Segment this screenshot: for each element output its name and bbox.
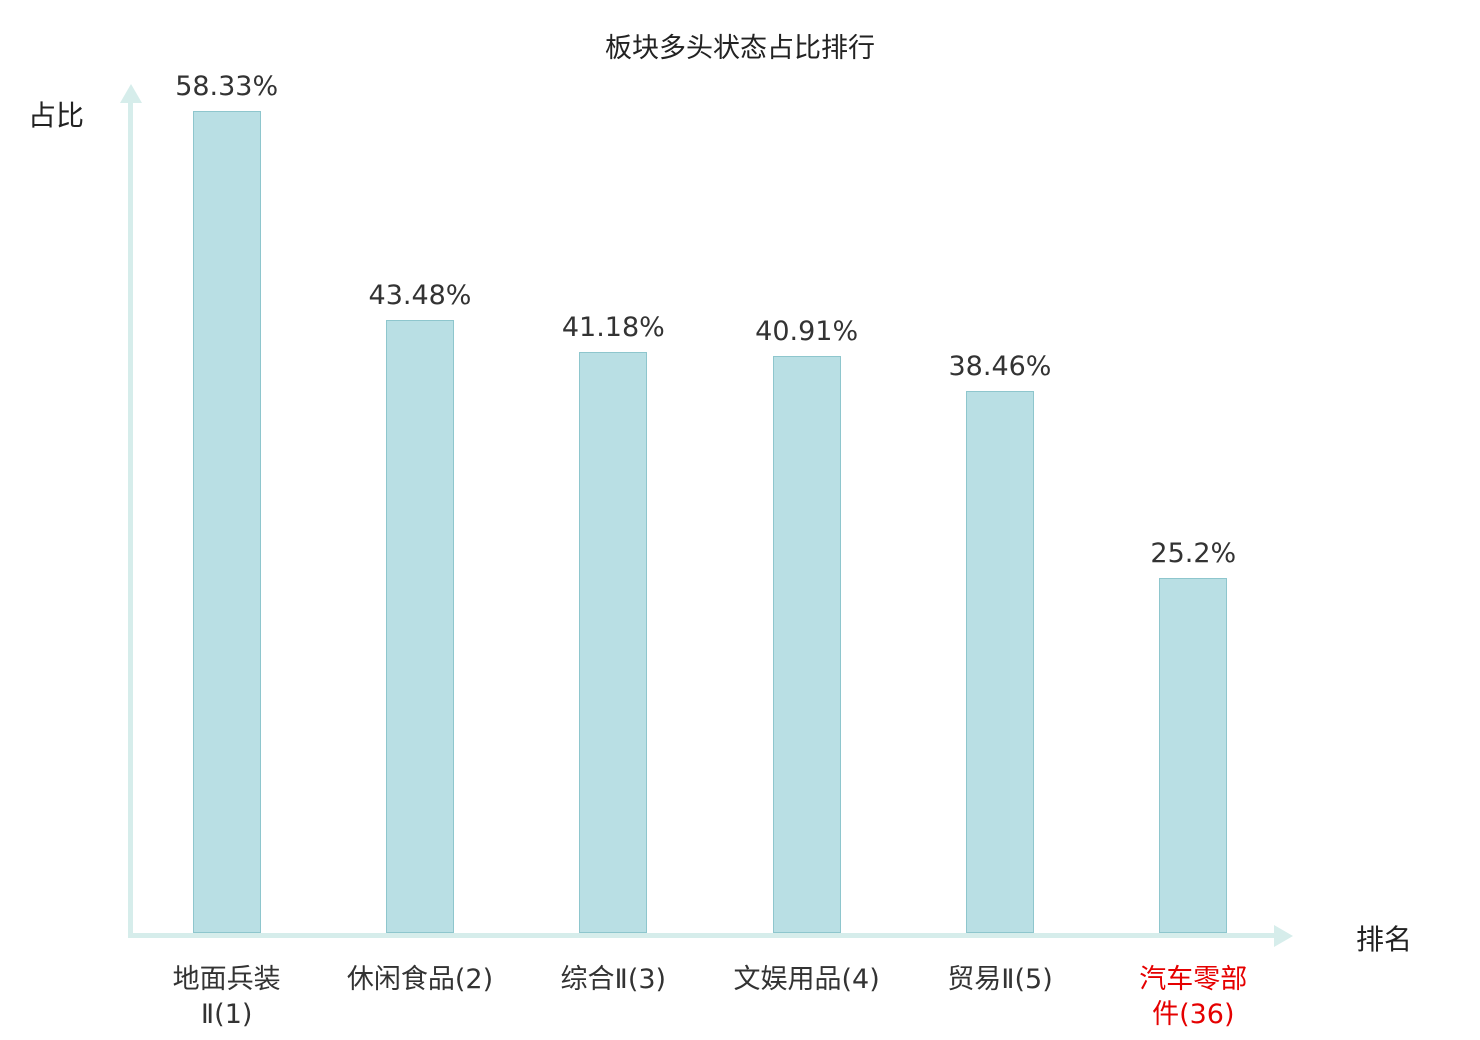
bar-group: 58.33% [130, 71, 323, 933]
bar-value-label: 25.2% [1150, 538, 1237, 569]
bar-value-label: 43.48% [368, 280, 472, 311]
category-label: 汽车零部 件(36) [1139, 964, 1248, 1031]
bar [385, 320, 454, 933]
bar-group: 43.48% [323, 280, 516, 933]
category-label: 休闲食品(2) [346, 964, 494, 995]
y-axis-arrow-icon [120, 84, 142, 103]
bar-value-label: 38.46% [948, 351, 1052, 382]
bar-group: 40.91% [710, 316, 903, 933]
category-labels: 地面兵装 Ⅱ(1) 休闲食品(2) 综合Ⅱ(3) 文娱用品(4) 贸易Ⅱ(5) 汽车零部 件(… [130, 962, 1290, 1032]
category-label: 地面兵装 Ⅱ(1) [172, 964, 281, 1031]
category-label: 贸易Ⅱ(5) [947, 964, 1053, 995]
bar [192, 111, 261, 933]
bar [579, 352, 648, 933]
bar-value-label: 40.91% [755, 316, 859, 347]
bar [1159, 578, 1228, 933]
bar-group: 25.2% [1097, 538, 1290, 933]
y-axis-label: 占比 [28, 99, 85, 132]
category-label: 综合Ⅱ(3) [560, 964, 667, 995]
bar-value-label: 58.33% [175, 71, 279, 102]
x-axis-label: 排名 [1356, 923, 1413, 956]
bar [772, 356, 841, 933]
chart-title: 板块多头状态占比排行 [605, 33, 875, 64]
category-label: 文娱用品(4) [733, 964, 880, 995]
bar-group: 41.18% [517, 312, 710, 933]
bar-value-label: 41.18% [561, 312, 665, 343]
bar-group: 38.46% [903, 351, 1096, 933]
x-axis [128, 933, 1276, 938]
bar [965, 391, 1034, 933]
x-axis-arrow-icon [1274, 925, 1293, 947]
bar-plot: 58.33% 43.48% 41.18% 40.91% 38.46% 25.2% [130, 71, 1290, 933]
y-axis [128, 102, 133, 938]
